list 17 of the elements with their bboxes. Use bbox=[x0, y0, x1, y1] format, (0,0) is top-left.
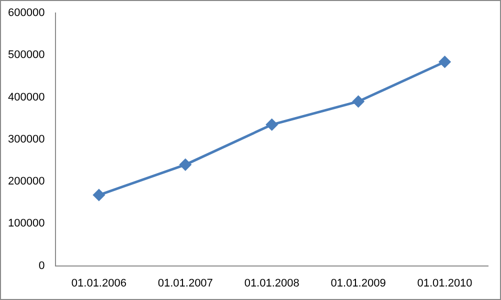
y-tick-label: 600000 bbox=[8, 7, 45, 20]
point bbox=[180, 158, 192, 170]
y-tick-label: 0 bbox=[38, 260, 45, 272]
x-tick-label: 01.01.2009 bbox=[330, 277, 386, 290]
x-tick-label: 01.01.2006 bbox=[71, 277, 126, 290]
point bbox=[352, 96, 364, 108]
y-tick-label: 100000 bbox=[8, 218, 45, 230]
point bbox=[93, 189, 105, 201]
y-tick-label: 400000 bbox=[8, 91, 45, 104]
x-tick-label: 01.01.2008 bbox=[244, 277, 300, 290]
point bbox=[266, 118, 278, 130]
y-tick-label: 200000 bbox=[8, 176, 45, 188]
y-tick-label: 300000 bbox=[8, 133, 45, 146]
y-tick-label: 500000 bbox=[8, 49, 45, 62]
point bbox=[439, 56, 451, 68]
x-tick-label: 01.01.2010 bbox=[417, 277, 472, 290]
x-tick-label: 01.01.2007 bbox=[158, 277, 213, 290]
